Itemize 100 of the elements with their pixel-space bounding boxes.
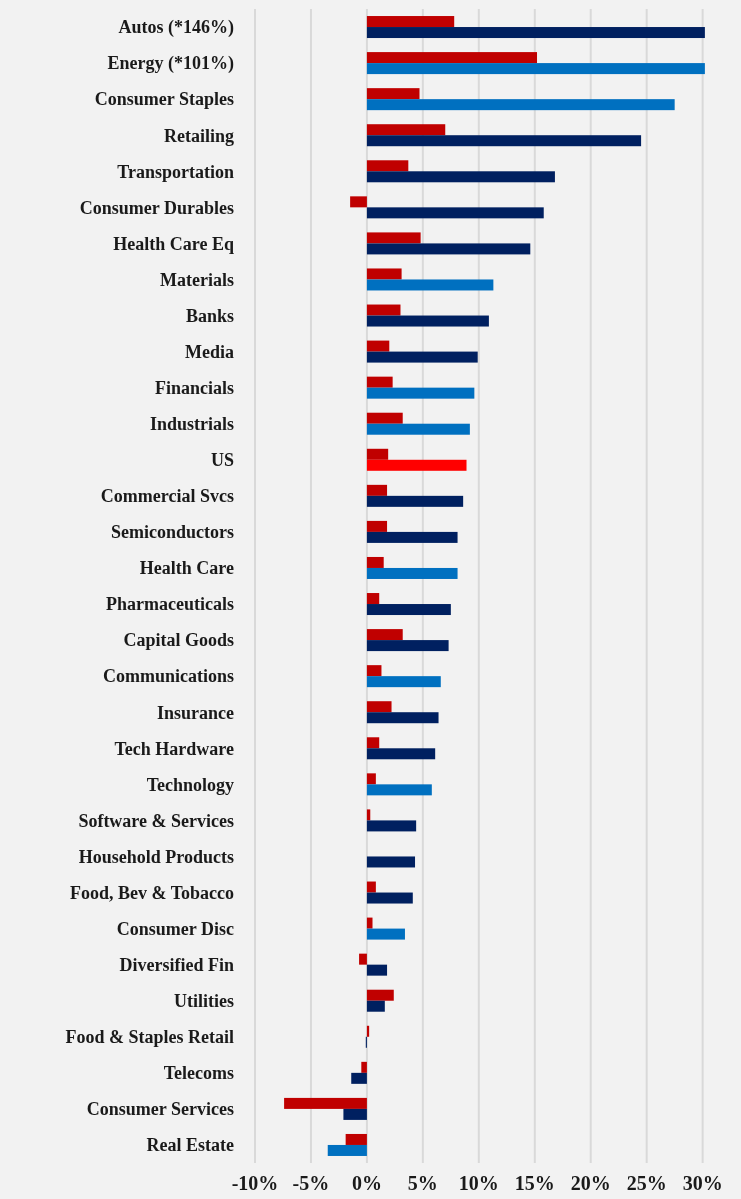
bar bbox=[366, 531, 458, 543]
bar bbox=[366, 351, 478, 363]
bar bbox=[366, 567, 458, 579]
y-tick-label: Consumer Services bbox=[86, 1099, 234, 1120]
bar bbox=[366, 88, 420, 100]
x-tick-label: 20% bbox=[570, 1172, 611, 1194]
y-tick-label: Household Products bbox=[78, 846, 234, 867]
y-tick-label: US bbox=[210, 450, 234, 471]
y-tick-label: Software & Services bbox=[78, 810, 234, 831]
bar bbox=[366, 989, 394, 1001]
bar bbox=[366, 712, 439, 724]
x-tick-label: 30% bbox=[682, 1172, 723, 1194]
y-tick-label: Food, Bev & Tobacco bbox=[69, 882, 234, 903]
bar bbox=[361, 1061, 367, 1073]
bar bbox=[366, 604, 451, 616]
bar bbox=[366, 593, 380, 605]
y-tick-label: Telecoms bbox=[163, 1063, 234, 1084]
y-tick-label: Health Care bbox=[139, 558, 234, 579]
bar bbox=[366, 27, 705, 39]
bar bbox=[366, 124, 446, 136]
y-tick-label: Autos (*146%) bbox=[118, 17, 234, 39]
bar bbox=[366, 520, 388, 532]
y-tick-label: Banks bbox=[185, 305, 234, 326]
bar bbox=[366, 701, 392, 713]
bar bbox=[366, 917, 373, 929]
y-tick-label: Financials bbox=[154, 377, 234, 398]
bar bbox=[366, 928, 405, 940]
y-tick-label: Pharmaceuticals bbox=[106, 594, 234, 615]
bar bbox=[345, 1133, 367, 1145]
y-tick-label: Health Care Eq bbox=[113, 233, 234, 254]
bar bbox=[366, 881, 376, 893]
y-tick-label: Insurance bbox=[156, 702, 234, 723]
y-tick-label: Energy (*101%) bbox=[107, 53, 234, 75]
bar bbox=[366, 773, 376, 785]
bar bbox=[366, 171, 555, 183]
bar bbox=[366, 737, 380, 749]
y-tick-label: Retailing bbox=[164, 125, 234, 146]
bar bbox=[366, 279, 494, 291]
bar bbox=[327, 1144, 367, 1156]
y-tick-label: Consumer Disc bbox=[116, 918, 235, 939]
x-tick-label: 10% bbox=[458, 1172, 499, 1194]
y-tick-label: Technology bbox=[146, 774, 234, 795]
bar bbox=[366, 448, 389, 460]
bar bbox=[366, 232, 421, 244]
y-tick-label: Industrials bbox=[149, 414, 234, 435]
bar bbox=[366, 856, 416, 868]
y-tick-label: Commercial Svcs bbox=[100, 486, 234, 507]
x-tick-label: 0% bbox=[351, 1172, 382, 1194]
x-tick-label: 5% bbox=[407, 1172, 438, 1194]
bar bbox=[284, 1097, 367, 1109]
bar bbox=[366, 556, 384, 568]
bar bbox=[366, 629, 403, 641]
bar bbox=[366, 99, 675, 111]
bar bbox=[366, 784, 432, 796]
x-tick-label: -10% bbox=[231, 1172, 279, 1194]
bar bbox=[366, 1000, 385, 1012]
y-tick-label: Materials bbox=[160, 269, 234, 290]
bar bbox=[366, 423, 470, 435]
bar bbox=[366, 495, 464, 507]
bar bbox=[366, 676, 441, 688]
bar bbox=[366, 748, 436, 760]
bar bbox=[366, 665, 382, 677]
bar bbox=[366, 459, 467, 471]
bar bbox=[366, 640, 449, 652]
bar bbox=[366, 964, 388, 976]
bar bbox=[343, 1108, 367, 1120]
bar bbox=[351, 1072, 367, 1084]
y-tick-label: Consumer Durables bbox=[79, 197, 234, 218]
y-tick-label: Communications bbox=[102, 666, 234, 687]
y-tick-label: Diversified Fin bbox=[119, 954, 234, 975]
bar bbox=[359, 953, 367, 965]
bar bbox=[366, 484, 388, 496]
y-tick-label: Transportation bbox=[117, 161, 234, 182]
y-tick-label: Capital Goods bbox=[123, 630, 234, 651]
bar bbox=[366, 268, 402, 280]
y-tick-label: Tech Hardware bbox=[114, 738, 235, 759]
y-tick-label: Utilities bbox=[174, 991, 234, 1012]
bar bbox=[366, 315, 489, 327]
bar bbox=[366, 892, 413, 904]
bar bbox=[366, 63, 705, 75]
bar bbox=[366, 160, 409, 172]
x-tick-label: -5% bbox=[292, 1172, 330, 1194]
bar bbox=[366, 207, 544, 219]
x-tick-label: 25% bbox=[626, 1172, 667, 1194]
bar bbox=[366, 820, 417, 832]
bar bbox=[366, 16, 455, 28]
bar bbox=[366, 304, 401, 316]
y-tick-label: Consumer Staples bbox=[94, 89, 234, 110]
x-tick-label: 15% bbox=[514, 1172, 555, 1194]
bar bbox=[366, 412, 403, 424]
y-tick-label: Food & Staples Retail bbox=[65, 1027, 234, 1048]
bar bbox=[366, 243, 531, 255]
bar bbox=[366, 135, 642, 147]
y-tick-label: Media bbox=[185, 341, 234, 362]
bar bbox=[366, 387, 475, 399]
bar bbox=[366, 340, 390, 352]
y-tick-label: Semiconductors bbox=[111, 522, 234, 543]
bar bbox=[350, 196, 367, 208]
bar bbox=[366, 52, 538, 64]
bar bbox=[366, 376, 393, 388]
